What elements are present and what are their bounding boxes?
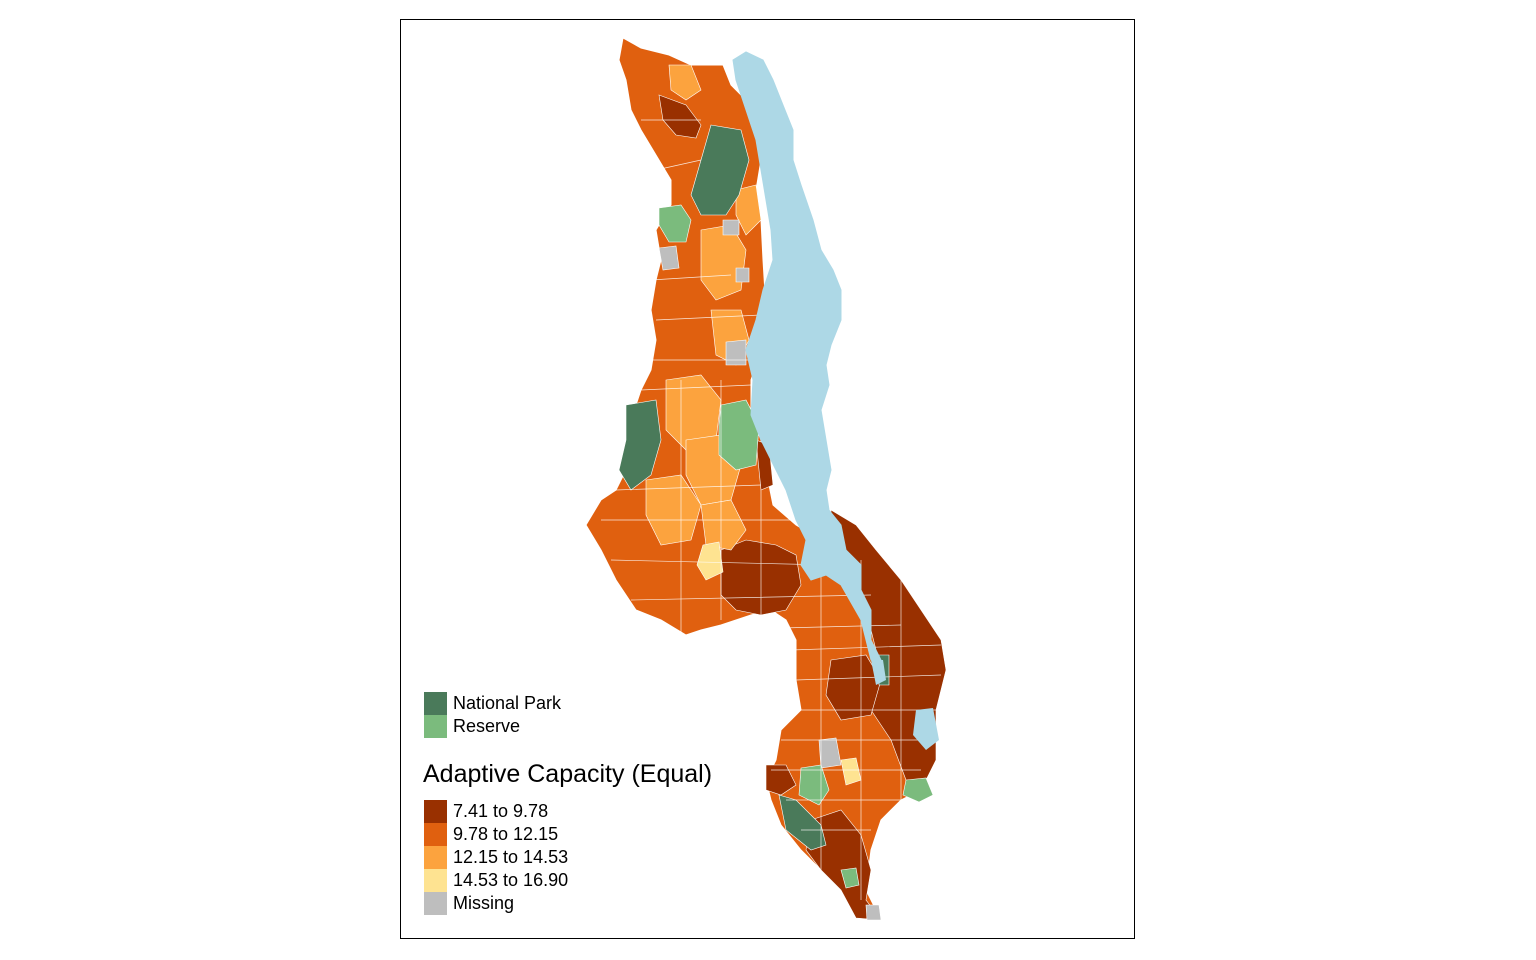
legend-item-class-3: 12.15 to 14.53 [424, 846, 568, 869]
district-light-mid-5 [700, 499, 747, 551]
swatch-reserve [424, 715, 447, 738]
district-missing-3 [735, 267, 750, 283]
capacity-legend: 7.41 to 9.78 9.78 to 12.15 12.15 to 14.5… [424, 800, 568, 915]
district-missing-1 [658, 245, 680, 271]
legend-item-class-2: 9.78 to 12.15 [424, 823, 568, 846]
district-missing-6 [865, 904, 882, 921]
swatch-national-park [424, 692, 447, 715]
swatch-class-2 [424, 823, 447, 846]
district-dark-southwest [765, 764, 797, 796]
legend-item-national-park: National Park [424, 692, 561, 715]
legend-title: Adaptive Capacity (Equal) [423, 760, 713, 788]
legend-item-reserve: Reserve [424, 715, 561, 738]
national-park-nyika [690, 124, 750, 216]
national-park-kasungu [618, 399, 662, 491]
lake-malawi [732, 51, 882, 661]
swatch-class-3 [424, 846, 447, 869]
district-light-north-3 [735, 184, 762, 236]
legend-label: Reserve [453, 716, 521, 736]
reserve-mulanje [902, 777, 934, 803]
reserve-nkhotakota [718, 399, 760, 471]
legend-item-class-4: 14.53 to 16.90 [424, 869, 568, 892]
legend-label: 9.78 to 12.15 [453, 824, 559, 844]
swatch-class-1 [424, 800, 447, 823]
legend-label: National Park [453, 693, 562, 713]
reserve-majete [798, 764, 830, 806]
district-boundaries [601, 119, 942, 900]
swatch-missing [424, 892, 447, 915]
reserve-vwaza [658, 204, 692, 243]
legend-item-class-1: 7.41 to 9.78 [424, 800, 568, 823]
protected-area-legend: National Park Reserve [424, 692, 561, 738]
district-dark-mid [825, 654, 882, 721]
swatch-class-4 [424, 869, 447, 892]
district-missing-5 [818, 737, 842, 769]
lake-chilwa [913, 708, 939, 750]
reserve-south [840, 867, 860, 889]
malawi-map [585, 37, 947, 921]
legend-label: 7.41 to 9.78 [453, 801, 549, 821]
legend-item-missing: Missing [424, 892, 568, 915]
legend-label: 12.15 to 14.53 [453, 847, 569, 867]
district-missing-2 [722, 219, 740, 236]
lake-malombe [871, 660, 886, 685]
district-light-north-1 [668, 64, 702, 101]
map-frame [400, 19, 1135, 939]
legend-label: 14.53 to 16.90 [453, 870, 569, 890]
legend-label: Missing [453, 893, 515, 913]
district-missing-4 [725, 339, 747, 366]
